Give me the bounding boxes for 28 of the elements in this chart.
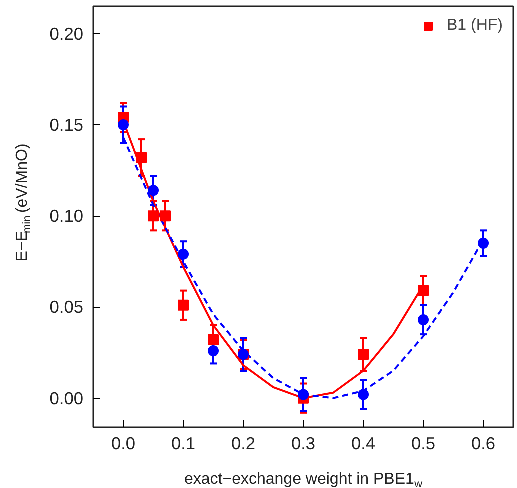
y-tick-label: 0.05 xyxy=(50,297,84,318)
y-axis-title: E−Emin (eV/MnO) xyxy=(14,144,34,262)
y-tick-label: 0.00 xyxy=(50,388,84,408)
point xyxy=(478,238,489,249)
point xyxy=(208,334,219,346)
legend-label: B1 (HF) xyxy=(447,17,503,35)
x-tick-label: 0.1 xyxy=(171,434,196,454)
x-tick-label: 0.6 xyxy=(471,434,496,454)
point xyxy=(178,300,189,311)
point xyxy=(418,285,429,296)
y-tick-label: 0.10 xyxy=(50,206,84,226)
x-tick-label: 0.3 xyxy=(291,434,316,454)
y-tick-label: 0.20 xyxy=(50,24,84,44)
point xyxy=(148,185,159,196)
x-tick-label: 0.5 xyxy=(411,434,436,454)
x-tick-label: 0.0 xyxy=(111,434,136,454)
point xyxy=(118,119,129,130)
point xyxy=(178,248,189,260)
point xyxy=(136,152,147,164)
x-tick-label: 0.2 xyxy=(231,434,256,454)
point xyxy=(148,210,159,222)
point xyxy=(418,314,429,326)
x-tick-label: 0.4 xyxy=(351,434,376,454)
point xyxy=(358,349,369,360)
point xyxy=(358,389,369,400)
point xyxy=(160,210,171,222)
y-tick-label: 0.15 xyxy=(50,114,84,135)
point xyxy=(298,389,309,400)
